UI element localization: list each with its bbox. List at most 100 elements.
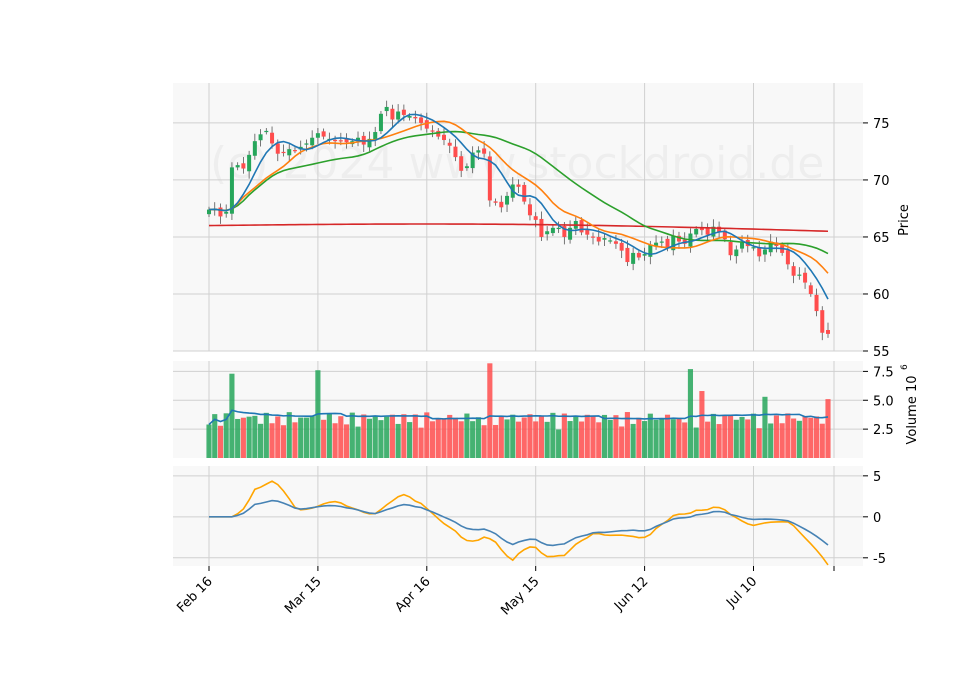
candle-body [258, 134, 263, 141]
volume-bar [613, 415, 619, 458]
candle-body [292, 150, 297, 152]
volume-bar [601, 414, 608, 458]
candle-body [751, 247, 756, 249]
candle-body [762, 249, 767, 255]
volume-bar [378, 420, 384, 458]
volume-bar [338, 416, 344, 458]
candle-body [241, 163, 246, 169]
volume-bar [326, 412, 332, 458]
candle-body [556, 227, 561, 230]
volume-bar [567, 421, 573, 458]
volume-bar [349, 412, 355, 458]
volume-bar [550, 412, 556, 458]
volume-bar [429, 421, 436, 458]
candle-body [625, 247, 630, 263]
volume-bar [705, 421, 711, 458]
volume-bar [584, 414, 590, 458]
volume-bar [487, 363, 493, 458]
candle-body [527, 204, 532, 216]
candle-body [459, 156, 464, 171]
volume-bar [533, 421, 539, 458]
candle-body [642, 254, 647, 256]
volume-bar [716, 424, 722, 458]
volume-bar [332, 423, 338, 458]
volume-bar [813, 416, 820, 458]
candle-body [482, 148, 487, 154]
volume-bar [464, 413, 470, 458]
volume-bar [452, 417, 459, 458]
volume-bar [515, 421, 522, 458]
sma-mid-line [208, 120, 829, 274]
candle-body [470, 152, 475, 169]
volume-bar [441, 419, 447, 458]
volume-bar [773, 415, 779, 458]
volume-bar [733, 419, 739, 458]
volume-bar [372, 416, 378, 458]
volume-bar [475, 417, 481, 458]
candle-body [785, 250, 790, 265]
candle-body [315, 133, 320, 138]
candle-body [797, 274, 802, 276]
candle-body [229, 167, 234, 214]
volume-bar [258, 423, 264, 458]
candle-body [310, 137, 315, 146]
volume-bar [303, 417, 310, 458]
candle-body [705, 227, 710, 235]
price-tick-label: 75 [873, 117, 890, 132]
candle-body [659, 241, 664, 243]
volume-bar [710, 413, 716, 458]
candle-body [264, 130, 269, 133]
volume-bar [630, 423, 636, 458]
volume-bar [636, 417, 642, 458]
volume-bar [693, 427, 699, 458]
oscillator-tick-label: 0 [873, 511, 881, 526]
oscillator-tick-label: 5 [873, 470, 881, 485]
candle-body [550, 227, 555, 234]
candle-body [505, 195, 510, 205]
price-tick-label: 60 [873, 288, 890, 303]
candle-body [808, 285, 813, 294]
volume-axis-exponent: 6 [900, 364, 910, 370]
candle-body [281, 151, 286, 154]
volume-axis-label: Volume 10 [905, 375, 920, 444]
volume-bar [407, 422, 413, 458]
volume-bar [659, 418, 665, 458]
candle-body [728, 241, 733, 256]
price-panel [173, 83, 863, 351]
candle-body [768, 241, 773, 253]
candle-body [441, 134, 446, 141]
volume-bar [206, 424, 212, 458]
candle-body [820, 310, 825, 333]
candle-body [648, 244, 653, 257]
candle-body [734, 249, 739, 257]
candle-body [711, 226, 716, 237]
candle-body [493, 201, 498, 203]
candle-body [602, 238, 607, 240]
candle-body [430, 130, 435, 132]
oscillator-tick-label: -5 [873, 552, 886, 567]
volume-bar [538, 416, 544, 458]
candle-body [396, 111, 401, 120]
price-tick-label: 55 [873, 345, 890, 360]
volume-bar [424, 412, 430, 458]
candle-body [694, 228, 699, 235]
volume-bar [619, 426, 625, 458]
candle-body [304, 143, 309, 145]
volume-bar [590, 416, 596, 458]
volume-bar [762, 396, 768, 458]
candle-body [476, 150, 481, 153]
volume-bar [819, 423, 825, 458]
candle-body [275, 143, 280, 154]
price-axis-label: Price [897, 204, 912, 236]
candle-body [487, 156, 492, 201]
candle-body [356, 137, 361, 142]
candle-body [499, 201, 504, 208]
candle-body [803, 272, 808, 283]
price-tick-label: 65 [873, 231, 890, 246]
volume-bar [647, 413, 653, 458]
candle-body [333, 139, 338, 142]
candle-body [447, 142, 452, 146]
candle-body [591, 236, 596, 238]
volume-bar [280, 425, 287, 458]
volume-bar [498, 416, 504, 458]
